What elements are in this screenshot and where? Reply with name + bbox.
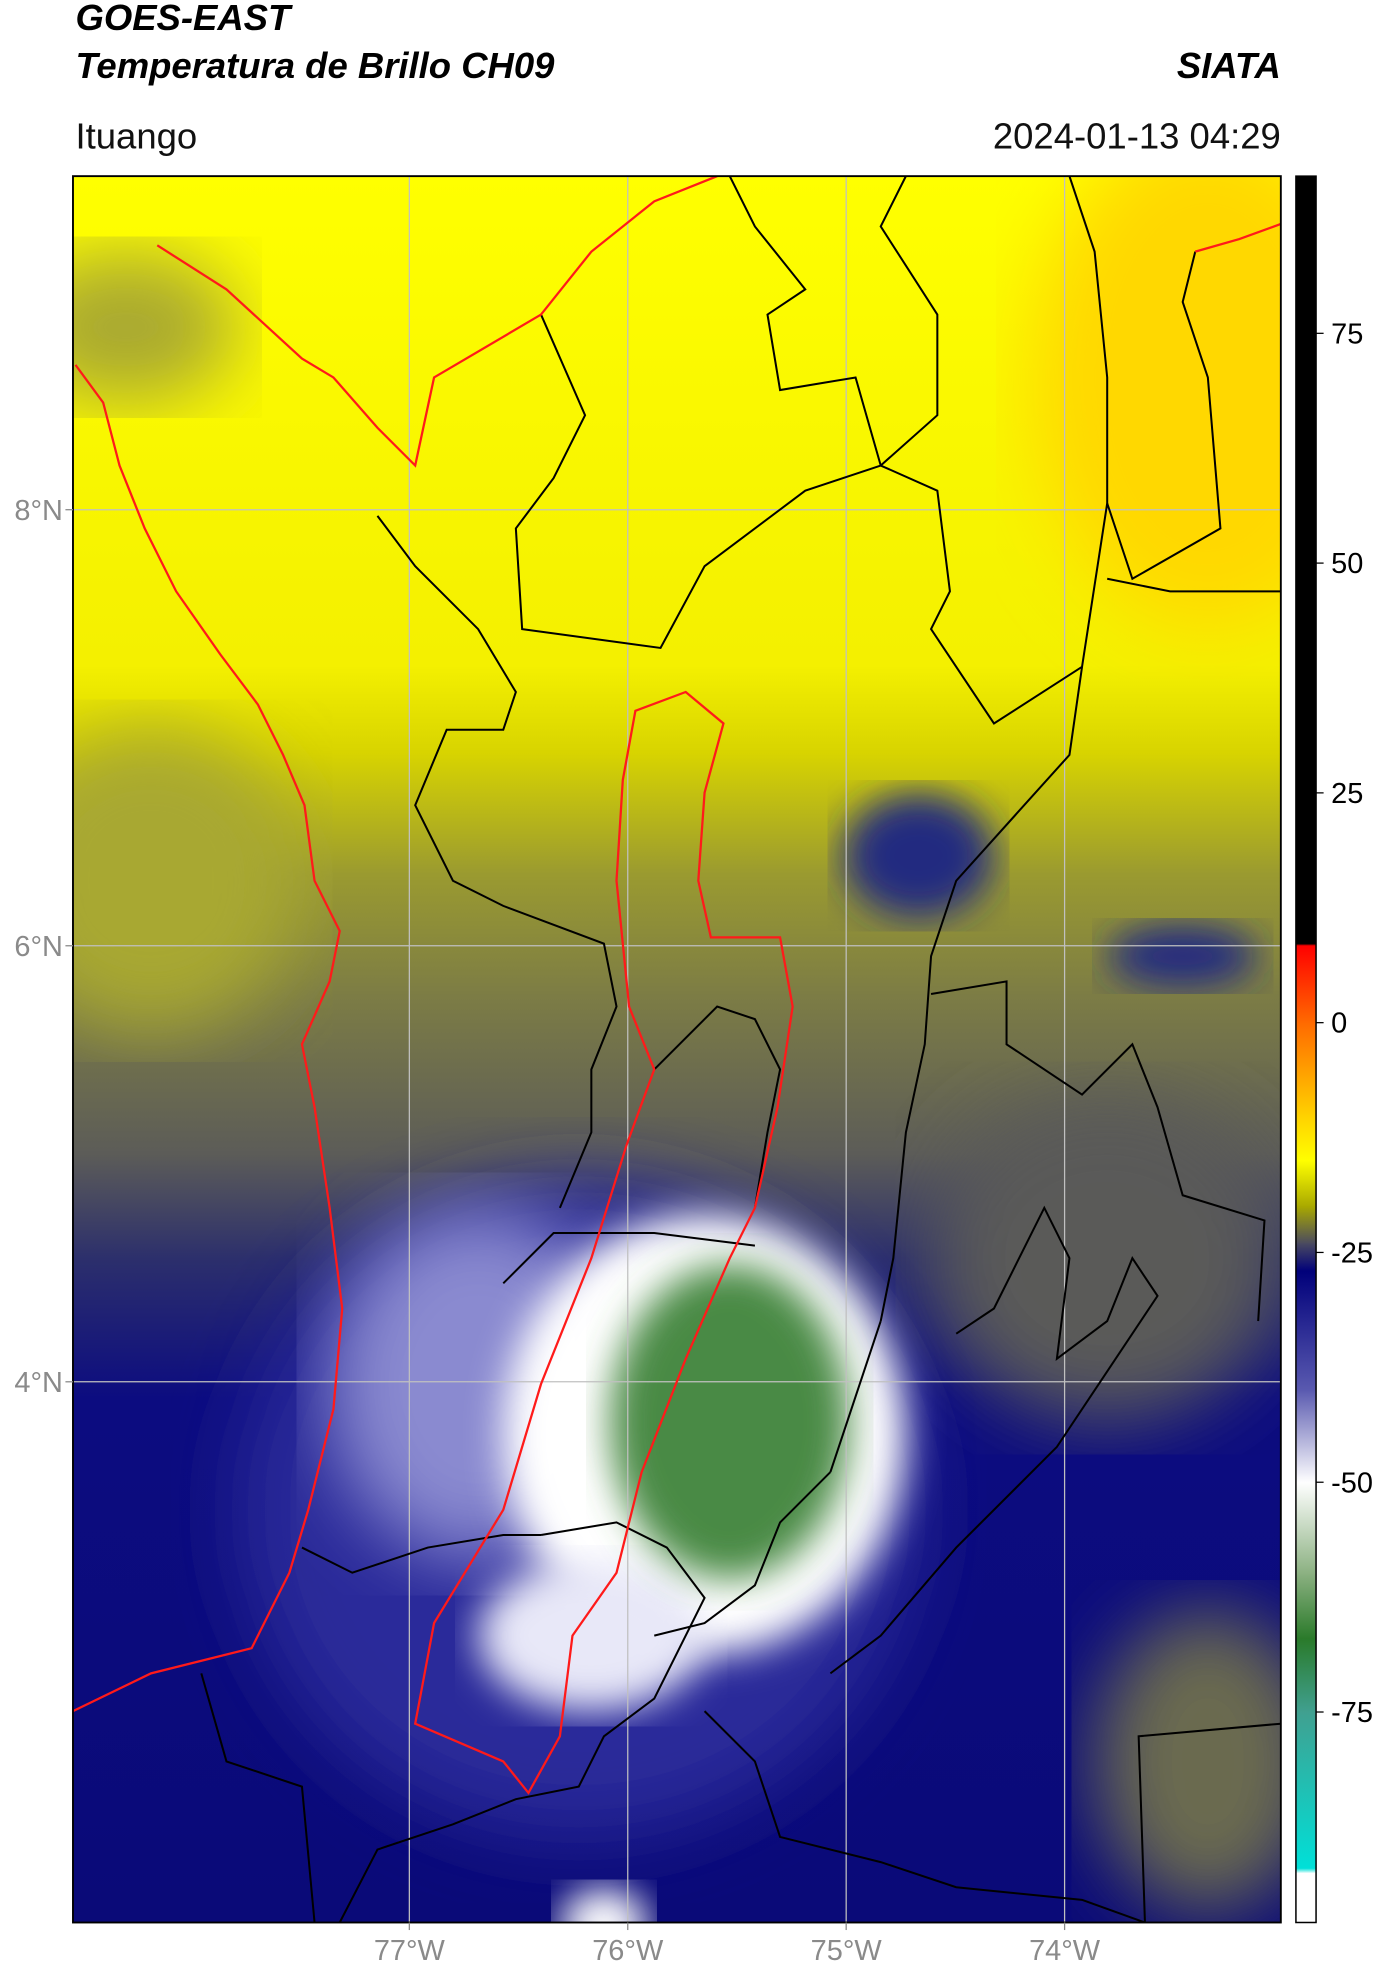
- colorbar-segment: [1295, 1574, 1317, 1640]
- x-tick-label: 74°W: [1029, 1935, 1101, 1967]
- colorbar-tick-label: 75: [1331, 318, 1363, 350]
- colorbar-segment: [1295, 1868, 1317, 1874]
- map-frame: [72, 175, 1282, 1924]
- x-tick-label: 75°W: [811, 1935, 883, 1967]
- y-tick-label: 6°N: [14, 931, 63, 963]
- colorbar-segment: [1295, 1638, 1317, 1713]
- colorbar-tick-label: -75: [1331, 1697, 1373, 1729]
- colorbar-segment: [1295, 1482, 1317, 1575]
- colorbar-frame: [1295, 175, 1317, 1924]
- colorbar-segment: [1295, 943, 1317, 947]
- colorbar-segment: [1295, 1114, 1317, 1162]
- subtitle: Temperatura de Brillo CH09: [75, 45, 555, 86]
- colorbar-segment: [1295, 1243, 1317, 1272]
- title: GOES-EAST: [75, 0, 293, 38]
- colorbar-segment: [1295, 1712, 1317, 1869]
- source: SIATA: [1177, 45, 1281, 86]
- x-tick-label: 76°W: [592, 1935, 664, 1967]
- colorbar-segment: [1295, 945, 1317, 1024]
- colorbar-segment: [1295, 1270, 1317, 1391]
- colorbar-segment: [1295, 1390, 1317, 1483]
- colorbar-segment: [1295, 1022, 1317, 1116]
- y-tick-label: 4°N: [14, 1367, 63, 1399]
- colorbar-segment: [1295, 176, 1317, 945]
- colorbar-segment: [1295, 1160, 1317, 1208]
- colorbar-tick-label: -50: [1331, 1467, 1373, 1499]
- colorbar-tick-label: 25: [1331, 778, 1363, 810]
- y-tick-label: 8°N: [14, 495, 63, 527]
- map-image: [72, 176, 1281, 1923]
- colorbar-segment: [1295, 1206, 1317, 1244]
- colorbar-tick-label: -25: [1331, 1238, 1373, 1270]
- location: Ituango: [75, 115, 197, 156]
- colorbar-tick-label: 0: [1331, 1008, 1347, 1040]
- colorbar-segment: [1295, 1872, 1317, 1924]
- colorbar-tick-label: 50: [1331, 548, 1363, 580]
- datetime: 2024-01-13 04:29: [993, 115, 1281, 156]
- x-tick-label: 77°W: [374, 1935, 446, 1967]
